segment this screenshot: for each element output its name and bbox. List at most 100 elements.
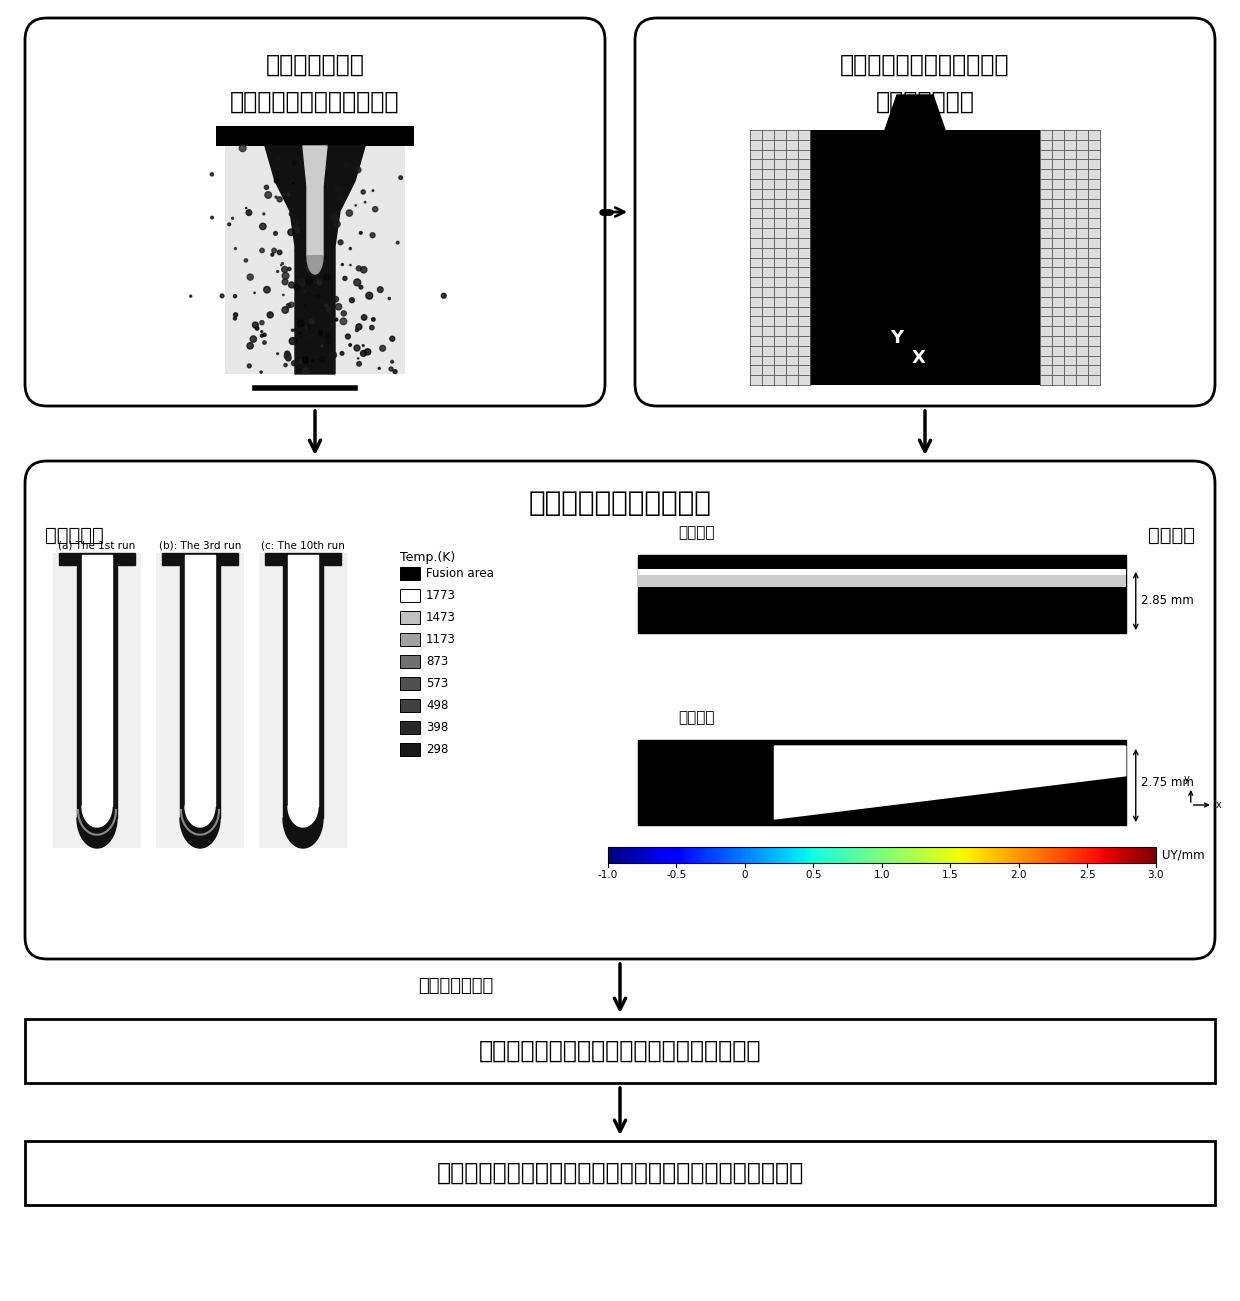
Bar <box>631 847 634 863</box>
Circle shape <box>272 248 277 252</box>
Circle shape <box>283 278 288 285</box>
Bar <box>961 847 963 863</box>
Circle shape <box>353 345 360 351</box>
Text: 3.0: 3.0 <box>1147 870 1164 879</box>
Circle shape <box>299 280 305 286</box>
Text: 2.0: 2.0 <box>1011 870 1027 879</box>
Circle shape <box>267 312 273 317</box>
Bar <box>949 847 951 863</box>
Bar <box>401 634 420 647</box>
Bar <box>1043 847 1045 863</box>
Bar <box>1094 847 1096 863</box>
Bar <box>1100 847 1102 863</box>
Circle shape <box>321 358 324 360</box>
Bar <box>627 847 630 863</box>
Bar <box>637 847 640 863</box>
Bar <box>996 847 998 863</box>
Bar <box>970 847 972 863</box>
Polygon shape <box>265 146 365 373</box>
Bar <box>1023 847 1025 863</box>
Circle shape <box>283 294 284 295</box>
Circle shape <box>372 317 376 321</box>
Bar <box>944 847 946 863</box>
Bar <box>702 847 704 863</box>
Bar <box>1027 847 1030 863</box>
Bar <box>732 847 734 863</box>
Text: 空间隙多道激光填丝焼试验: 空间隙多道激光填丝焼试验 <box>231 90 399 114</box>
Text: y: y <box>1184 774 1189 785</box>
Bar <box>657 847 660 863</box>
Bar <box>870 847 874 863</box>
Circle shape <box>361 350 366 356</box>
Bar <box>1040 847 1043 863</box>
Bar <box>637 740 1126 825</box>
Bar <box>745 847 748 863</box>
Text: 误差范围内吗合: 误差范围内吗合 <box>418 977 494 995</box>
Bar <box>645 847 647 863</box>
Text: 试验结果: 试验结果 <box>678 526 714 540</box>
Circle shape <box>372 207 378 212</box>
FancyBboxPatch shape <box>635 18 1215 406</box>
Bar <box>766 847 769 863</box>
Bar <box>642 847 645 863</box>
Circle shape <box>305 277 312 285</box>
Circle shape <box>370 233 374 238</box>
Text: Temp.(K): Temp.(K) <box>401 552 455 565</box>
Circle shape <box>356 324 362 329</box>
Polygon shape <box>82 807 112 827</box>
Bar <box>672 847 675 863</box>
Bar <box>1143 847 1146 863</box>
Bar <box>711 847 713 863</box>
Bar <box>988 847 992 863</box>
Bar <box>751 847 754 863</box>
Circle shape <box>309 325 312 329</box>
Bar <box>837 847 839 863</box>
Circle shape <box>370 325 374 330</box>
Circle shape <box>294 329 295 332</box>
Text: 并计算残余变形: 并计算残余变形 <box>875 90 975 114</box>
Circle shape <box>345 163 351 168</box>
Bar <box>401 567 420 580</box>
Bar <box>737 847 739 863</box>
Bar <box>637 569 1126 575</box>
Circle shape <box>293 182 294 185</box>
Bar <box>156 553 244 848</box>
Circle shape <box>291 215 293 216</box>
Bar <box>835 847 837 863</box>
Bar <box>999 847 1002 863</box>
Polygon shape <box>82 556 112 807</box>
Text: Fusion area: Fusion area <box>427 567 494 580</box>
Circle shape <box>311 359 314 362</box>
Bar <box>1029 847 1032 863</box>
Bar <box>993 847 996 863</box>
Bar <box>950 847 952 863</box>
Bar <box>864 847 867 863</box>
Circle shape <box>308 291 310 294</box>
Bar <box>760 847 763 863</box>
Circle shape <box>314 356 316 359</box>
Circle shape <box>284 353 291 359</box>
Circle shape <box>355 204 356 206</box>
Bar <box>908 847 910 863</box>
Circle shape <box>388 298 391 299</box>
Bar <box>1123 847 1126 863</box>
Polygon shape <box>288 556 317 807</box>
Bar <box>640 847 642 863</box>
Circle shape <box>234 247 237 250</box>
Bar <box>1017 847 1019 863</box>
Circle shape <box>309 342 310 343</box>
Bar <box>25 1141 1215 1205</box>
Circle shape <box>247 275 253 280</box>
Bar <box>893 847 895 863</box>
Polygon shape <box>77 818 117 848</box>
Bar <box>1079 847 1081 863</box>
FancyBboxPatch shape <box>25 18 605 406</box>
Bar <box>1034 847 1037 863</box>
Circle shape <box>379 345 386 351</box>
Bar <box>839 847 842 863</box>
Bar <box>807 847 810 863</box>
Bar <box>678 847 681 863</box>
Bar <box>856 847 859 863</box>
Bar <box>997 847 999 863</box>
Bar <box>608 847 610 863</box>
